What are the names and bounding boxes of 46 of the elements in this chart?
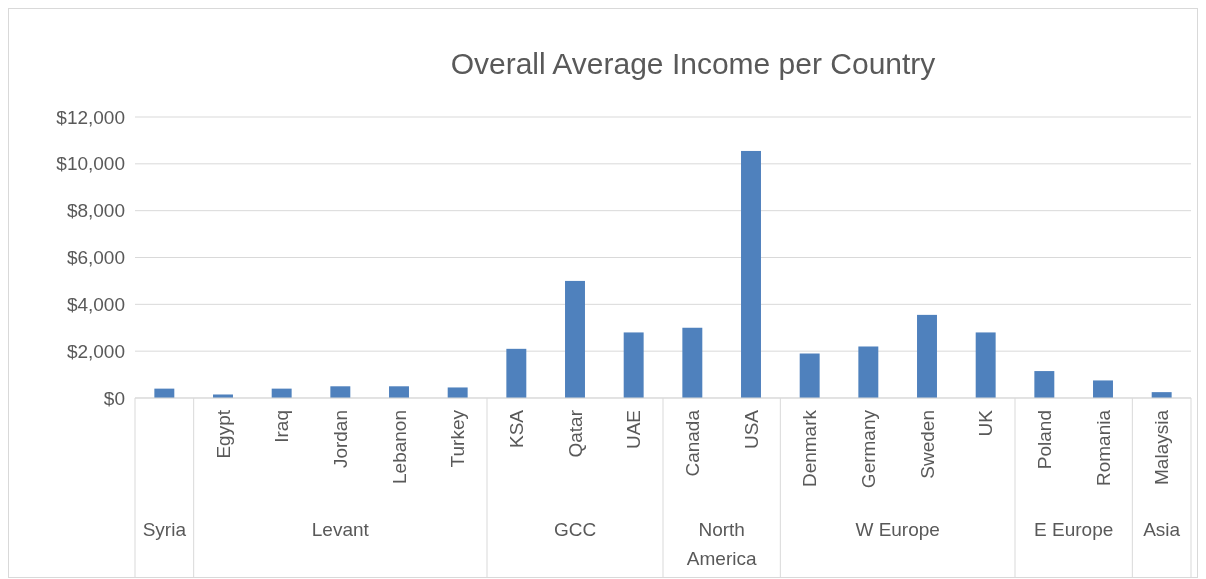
x-tick-label: Egypt (212, 409, 234, 459)
x-tick-label: Poland (1033, 410, 1055, 470)
bar (389, 386, 409, 398)
text: Asia (1143, 519, 1181, 540)
bar (565, 280, 585, 398)
x-tick-label: Malaysia (1151, 409, 1173, 485)
x-tick-label: Canada (681, 409, 703, 477)
text: Levant (311, 519, 370, 540)
bar (447, 387, 468, 398)
x-tick-label: KSA (505, 409, 527, 449)
text: W Europe (855, 519, 940, 540)
x-tick-label: Denmark (799, 409, 821, 488)
x-tick-label: Qatar (564, 409, 586, 458)
text: Syria (142, 519, 187, 540)
y-tick-label: $6,000 (66, 247, 125, 269)
y-tick-label: $2,000 (66, 340, 125, 362)
x-tick-label: Germany (857, 409, 879, 489)
y-tick-label: $12,000 (56, 106, 125, 128)
text: GCC (553, 519, 597, 540)
bar (1093, 380, 1113, 398)
chart-title: Overall Average Income per Country (450, 47, 936, 80)
bar (858, 346, 879, 398)
x-tick-label: Jordan (329, 410, 351, 469)
bar (623, 332, 644, 398)
x-tick-label: UAE (623, 410, 645, 450)
x-tick-label: Lebanon (388, 410, 410, 484)
bar (682, 327, 703, 398)
bar (1034, 371, 1055, 398)
bar (741, 150, 761, 398)
y-tick-label: $4,000 (66, 293, 125, 315)
x-tick-label: Sweden (916, 410, 938, 479)
bar (330, 386, 351, 398)
x-tick-label: Romania (1092, 409, 1114, 487)
bar (506, 348, 527, 398)
text: North America (686, 519, 757, 569)
y-tick-label: $10,000 (56, 153, 125, 175)
text: E Europe (1034, 519, 1114, 540)
x-tick-label: Iraq (271, 410, 293, 443)
bar (799, 353, 820, 398)
y-tick-label: $8,000 (66, 200, 125, 222)
x-tick-label: Turkey (447, 409, 469, 468)
x-tick-label: USA (740, 409, 762, 450)
x-tick-label: UK (975, 409, 997, 437)
bar (917, 314, 937, 398)
bar (975, 332, 996, 398)
y-tick-label: $0 (103, 387, 125, 409)
